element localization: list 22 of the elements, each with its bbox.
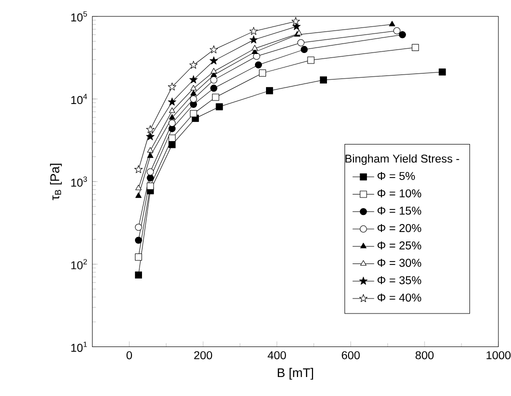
legend-label: Φ = 10%: [378, 189, 422, 198]
x-tick-label: 0: [126, 351, 132, 360]
legend-label: Φ = 5%: [378, 172, 415, 180]
x-tick-label: 600: [342, 351, 360, 360]
y-axis-title: τ$_{B}$ [Pa]: [50, 164, 62, 200]
x-tick-label: 400: [268, 351, 286, 360]
x-tick-label: 200: [194, 351, 212, 360]
legend-label: Φ = 40%: [378, 294, 422, 302]
legend-label: Φ = 25%: [378, 241, 422, 250]
legend-label: Φ = 15%: [378, 206, 422, 215]
y-tick-label: 10$^{3}$: [71, 176, 87, 187]
legend-label: Φ = 20%: [378, 224, 422, 232]
x-tick-label: 800: [416, 351, 434, 360]
y-tick-label: 10$^{1}$: [71, 342, 87, 352]
legend-title: Bingham Yield Stress -: [346, 154, 460, 165]
y-tick-label: 10$^{5}$: [71, 11, 87, 22]
y-tick-label: 10$^{4}$: [71, 94, 88, 104]
y-tick-label: 10$^{2}$: [71, 259, 87, 270]
x-axis-title: B [mT]: [278, 368, 314, 380]
legend-label: Φ = 35%: [378, 276, 422, 284]
legend-label: Φ = 30%: [378, 258, 422, 267]
x-tick-label: 1000: [486, 351, 511, 360]
